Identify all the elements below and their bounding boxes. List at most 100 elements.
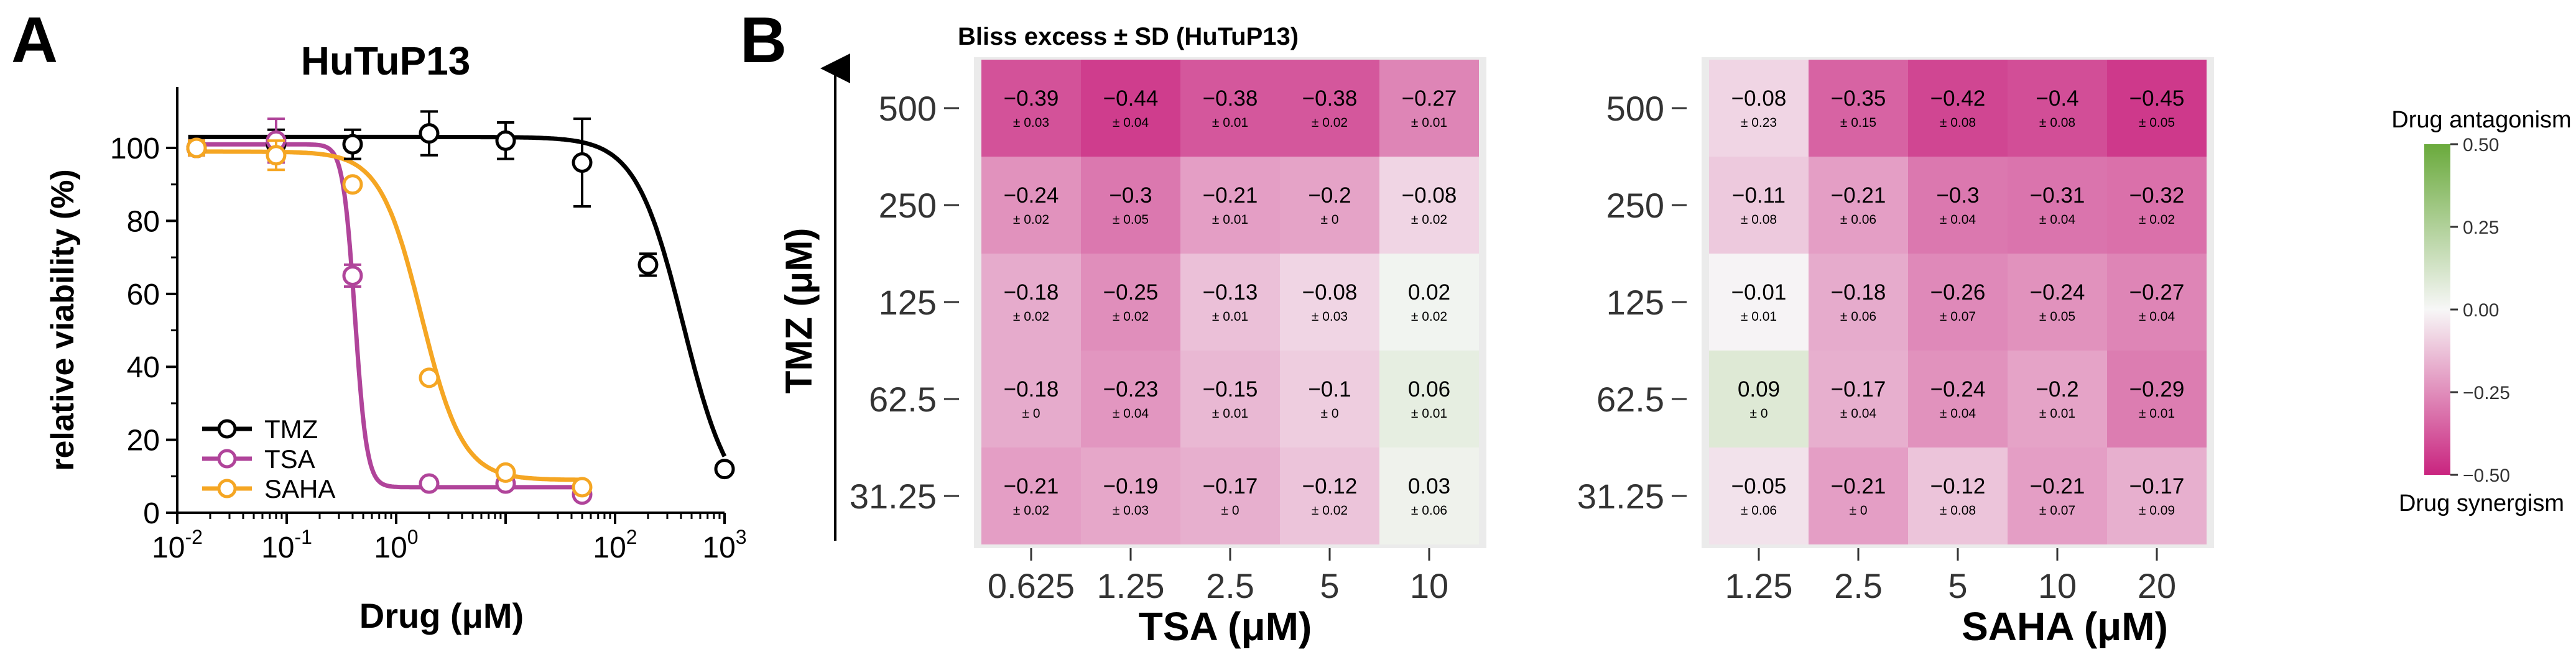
cell-sd: ± 0.02 <box>1312 503 1348 518</box>
chart-a-ylabel: relative viability (%) <box>45 169 81 471</box>
cell-value: −0.27 <box>1402 86 1457 111</box>
heatmap-cell <box>981 157 1081 254</box>
heatmap-cell <box>2008 254 2107 351</box>
x-tick-label: 10-2 <box>152 526 203 564</box>
heatmap-cell <box>1081 447 1180 544</box>
cell-sd: ± 0.01 <box>1411 406 1447 421</box>
cell-sd: ± 0.04 <box>2039 213 2076 227</box>
cell-value: −0.12 <box>1302 474 1358 498</box>
cell-value: −0.31 <box>2030 183 2085 208</box>
cell-sd: ± 0.07 <box>1940 310 1976 324</box>
cell-value: −0.25 <box>1103 280 1159 305</box>
cell-value: −0.18 <box>1004 377 1059 402</box>
legend-marker <box>217 449 237 469</box>
y-tick-label: 0 <box>143 497 160 530</box>
colorbar-top-label: Drug antagonism <box>2391 107 2571 133</box>
cell-value: −0.24 <box>1930 377 1986 402</box>
heatmap-cell <box>1180 351 1280 447</box>
cell-value: −0.29 <box>2129 377 2185 402</box>
heatmap-cell <box>1379 447 1479 544</box>
row-label: 31.25 <box>1577 477 1664 516</box>
col-label: 1.25 <box>1725 566 1793 605</box>
cell-sd: ± 0.01 <box>1212 116 1248 130</box>
cell-sd: ± 0.04 <box>1940 213 1976 227</box>
cell-sd: ± 0.23 <box>1741 116 1777 130</box>
heatmap-cell <box>1280 254 1379 351</box>
data-point-saha <box>266 145 287 166</box>
data-point-tsa <box>419 473 440 494</box>
cell-sd: ± 0.01 <box>2039 406 2075 421</box>
data-point-saha <box>342 174 363 195</box>
row-label: 125 <box>879 283 937 322</box>
cell-value: −0.01 <box>1731 280 1787 305</box>
heatmap-cell <box>981 60 1081 157</box>
y-tick-label: 60 <box>127 278 160 311</box>
heatmap-cell <box>1809 351 1908 447</box>
data-point-tsa <box>342 265 363 286</box>
heatmap-cell <box>1709 157 1809 254</box>
heatmap-cell <box>1379 60 1479 157</box>
cell-value: −0.17 <box>2129 474 2185 498</box>
heatmap-cell <box>2107 351 2207 447</box>
heatmap-cell <box>1081 60 1180 157</box>
cell-sd: ± 0.04 <box>1113 116 1149 130</box>
cell-value: −0.21 <box>2030 474 2085 498</box>
cell-value: −0.19 <box>1103 474 1159 498</box>
data-point-saha <box>186 137 207 158</box>
row-label: 250 <box>879 186 937 225</box>
panel-b-letter: B <box>740 4 787 76</box>
heatmap-cell <box>2107 447 2207 544</box>
cell-value: −0.38 <box>1203 86 1258 111</box>
cell-value: −0.39 <box>1004 86 1059 111</box>
cell-sd: ± 0.05 <box>2039 310 2075 324</box>
cell-value: −0.08 <box>1402 183 1457 208</box>
heatmap-cell <box>1809 60 1908 157</box>
cell-value: 0.03 <box>1408 474 1450 498</box>
heatmap-cell <box>1709 447 1809 544</box>
heatmap-cell <box>1709 60 1809 157</box>
cell-sd: ± 0.06 <box>1840 213 1876 227</box>
cell-sd: ± 0.04 <box>1840 406 1877 421</box>
cell-sd: ± 0.02 <box>2139 213 2175 227</box>
cell-value: −0.35 <box>1831 86 1886 111</box>
heatmap-cell <box>1379 254 1479 351</box>
cell-sd: ± 0 <box>1221 503 1239 518</box>
cell-sd: ± 0.02 <box>1013 310 1049 324</box>
cell-sd: ± 0.08 <box>1940 116 1976 130</box>
heatmap-cell <box>2008 157 2107 254</box>
heatmap-cell <box>1379 351 1479 447</box>
cell-value: −0.08 <box>1731 86 1787 111</box>
legend-label: TMZ <box>264 415 318 444</box>
cell-sd: ± 0 <box>1320 406 1338 421</box>
cell-value: 0.09 <box>1738 377 1780 402</box>
col-label: 1.25 <box>1097 566 1165 605</box>
cell-value: −0.24 <box>1004 183 1059 208</box>
cell-value: −0.13 <box>1203 280 1258 305</box>
data-point-tmz <box>342 134 363 155</box>
col-label: 10 <box>2038 566 2077 605</box>
data-point-saha <box>495 462 516 483</box>
cell-sd: ± 0.09 <box>2139 503 2175 518</box>
cell-value: −0.08 <box>1302 280 1358 305</box>
heatmap-cell <box>1809 157 1908 254</box>
data-point-tmz <box>572 152 593 173</box>
heatmap-saha: −0.08± 0.23−0.35± 0.15−0.42± 0.08−0.4± 0… <box>1577 57 2214 605</box>
cell-value: −0.27 <box>2129 280 2185 305</box>
cell-value: −0.21 <box>1004 474 1059 498</box>
colorbar-tick-label: −0.50 <box>2463 466 2510 486</box>
bliss-heatmap-figure: Bliss excess ± SD (HuTuP13) TMZ (μM) −0.… <box>778 23 2572 649</box>
cell-value: −0.3 <box>1936 183 1979 208</box>
chart-a-xlabel: Drug (μM) <box>359 596 524 635</box>
legend-label: TSA <box>264 444 315 474</box>
heatmap-tsa: −0.39 ± 0.03 −0.44 ± 0.04 −0.38 ± 0.01 −0.38 ± … <box>850 57 1486 605</box>
cell-sd: ± 0.03 <box>1113 503 1149 518</box>
cell-sd: ± 0.04 <box>2139 310 2175 324</box>
chart-a-title: HuTuP13 <box>301 39 471 83</box>
heatmap-cell <box>1280 447 1379 544</box>
heatmap-cell <box>1908 254 2008 351</box>
legend-label: SAHA <box>264 474 335 503</box>
cell-value: −0.2 <box>2036 377 2078 402</box>
cell-value: 0.02 <box>1408 280 1450 305</box>
cell-sd: ± 0.01 <box>2139 406 2175 421</box>
